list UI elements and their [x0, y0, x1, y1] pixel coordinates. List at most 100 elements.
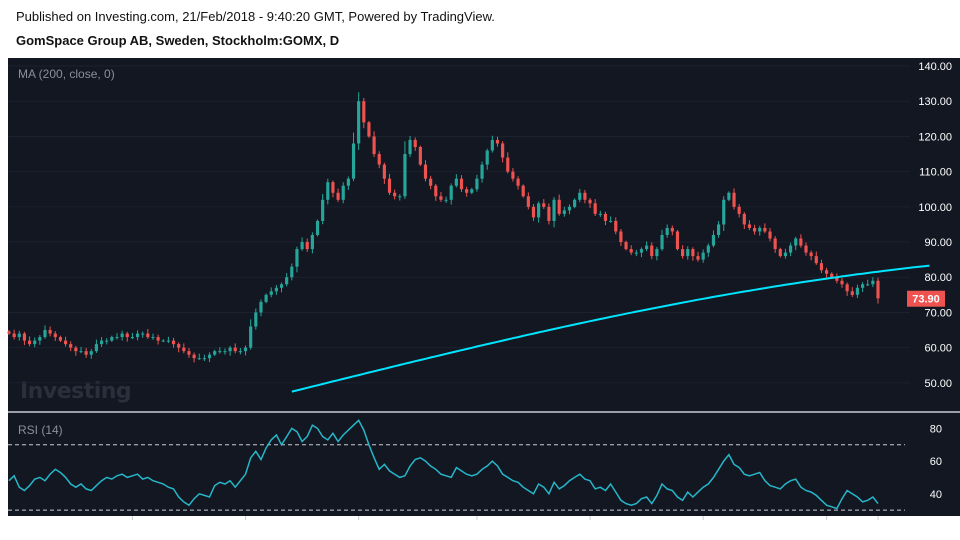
- candle-body: [645, 245, 649, 250]
- candle-body: [429, 178, 433, 186]
- candle-body: [789, 245, 793, 253]
- candle-body: [94, 344, 98, 352]
- candle-body: [675, 231, 680, 250]
- candle-body: [665, 227, 669, 235]
- last-price-label: 73.90: [912, 294, 940, 306]
- symbol-title: GomSpace Group AB, Sweden, Stockholm:GOM…: [16, 33, 340, 48]
- candle-body: [254, 312, 258, 327]
- candle-body: [285, 277, 289, 285]
- price-tick-label: 60.00: [924, 343, 952, 355]
- price-tick-label: 140.00: [918, 61, 952, 73]
- candle-body: [768, 231, 772, 239]
- candle-body: [763, 227, 767, 232]
- candle-body: [830, 273, 834, 278]
- candle-body: [279, 284, 284, 288]
- candle-body: [372, 136, 376, 155]
- candle-body: [506, 157, 510, 172]
- x-tick-label: 21: [872, 522, 884, 534]
- candle-body: [583, 192, 587, 200]
- candle-body: [207, 354, 212, 359]
- candle-body: [120, 333, 124, 338]
- candle-body: [264, 294, 268, 302]
- candle-body: [459, 178, 464, 190]
- candle-body: [187, 351, 191, 355]
- candle-body: [382, 164, 386, 179]
- candle-body: [125, 333, 129, 338]
- candle-body: [711, 235, 716, 246]
- candle-body: [89, 351, 93, 355]
- chart-area[interactable]: [8, 58, 910, 516]
- candle-body: [84, 351, 88, 355]
- candle-body: [177, 344, 181, 348]
- candle-body: [259, 301, 263, 313]
- candle-body: [341, 185, 345, 200]
- candle-body: [639, 249, 644, 253]
- candle-body: [238, 351, 242, 353]
- candle-body: [357, 101, 361, 144]
- candle-body: [161, 340, 165, 342]
- candle-body: [511, 171, 515, 179]
- candle-body: [408, 139, 412, 155]
- candle-body: [218, 351, 222, 353]
- candle-body: [783, 252, 788, 257]
- candle-body: [717, 224, 721, 235]
- candle-body: [814, 256, 818, 264]
- candle-body: [249, 326, 253, 348]
- candle-body: [670, 227, 674, 232]
- price-tick-label: 70.00: [924, 307, 952, 319]
- candle-body: [850, 291, 854, 295]
- candle-body: [110, 337, 114, 341]
- candle-body: [696, 256, 700, 260]
- candle-body: [686, 249, 690, 257]
- candle-body: [819, 263, 824, 271]
- candle-body: [840, 280, 844, 285]
- candle-body: [228, 347, 232, 352]
- candle-body: [495, 139, 500, 144]
- candle-body: [542, 203, 546, 207]
- candle-body: [573, 199, 577, 207]
- candle-body: [614, 220, 618, 232]
- candle-body: [871, 280, 875, 285]
- x-tick-label: 2018: [691, 522, 715, 534]
- candle-body: [331, 182, 335, 193]
- candle-body: [135, 333, 140, 338]
- x-tick-label: Dec: [580, 522, 600, 534]
- candle-body: [362, 101, 366, 123]
- candle-body: [269, 291, 273, 295]
- candle-body: [48, 330, 52, 334]
- candle-body: [526, 196, 530, 207]
- candle-body: [824, 270, 829, 274]
- candle-body: [17, 333, 21, 338]
- candle-body: [444, 199, 448, 201]
- price-tick-label: 100.00: [918, 202, 952, 214]
- candle-body: [197, 358, 201, 360]
- candle-body: [115, 337, 119, 339]
- candle-body: [681, 249, 685, 257]
- candle-body: [418, 147, 422, 165]
- candle-body: [691, 249, 695, 257]
- candle-body: [866, 284, 870, 286]
- candle-body: [501, 143, 505, 158]
- candle-body: [63, 340, 68, 345]
- candle-body: [470, 189, 474, 193]
- candle-body: [747, 224, 752, 228]
- candle-body: [202, 358, 206, 360]
- candle-body: [706, 245, 710, 253]
- candle-body: [290, 266, 294, 278]
- price-tick-label: 50.00: [924, 378, 952, 390]
- candle-body: [223, 351, 227, 353]
- candle-body: [166, 340, 170, 342]
- candle-body: [860, 284, 865, 288]
- candle-body: [537, 203, 541, 218]
- price-axis[interactable]: [910, 58, 960, 516]
- price-tick-label: 80.00: [924, 272, 952, 284]
- candle-body: [567, 206, 572, 211]
- candle-body: [315, 220, 320, 235]
- candle-body: [578, 192, 582, 200]
- candle-body: [655, 249, 659, 257]
- candle-body: [629, 249, 633, 253]
- candle-body: [465, 189, 469, 193]
- rsi-tick-label: 60: [930, 456, 942, 468]
- rsi-tick-label: 80: [930, 423, 942, 435]
